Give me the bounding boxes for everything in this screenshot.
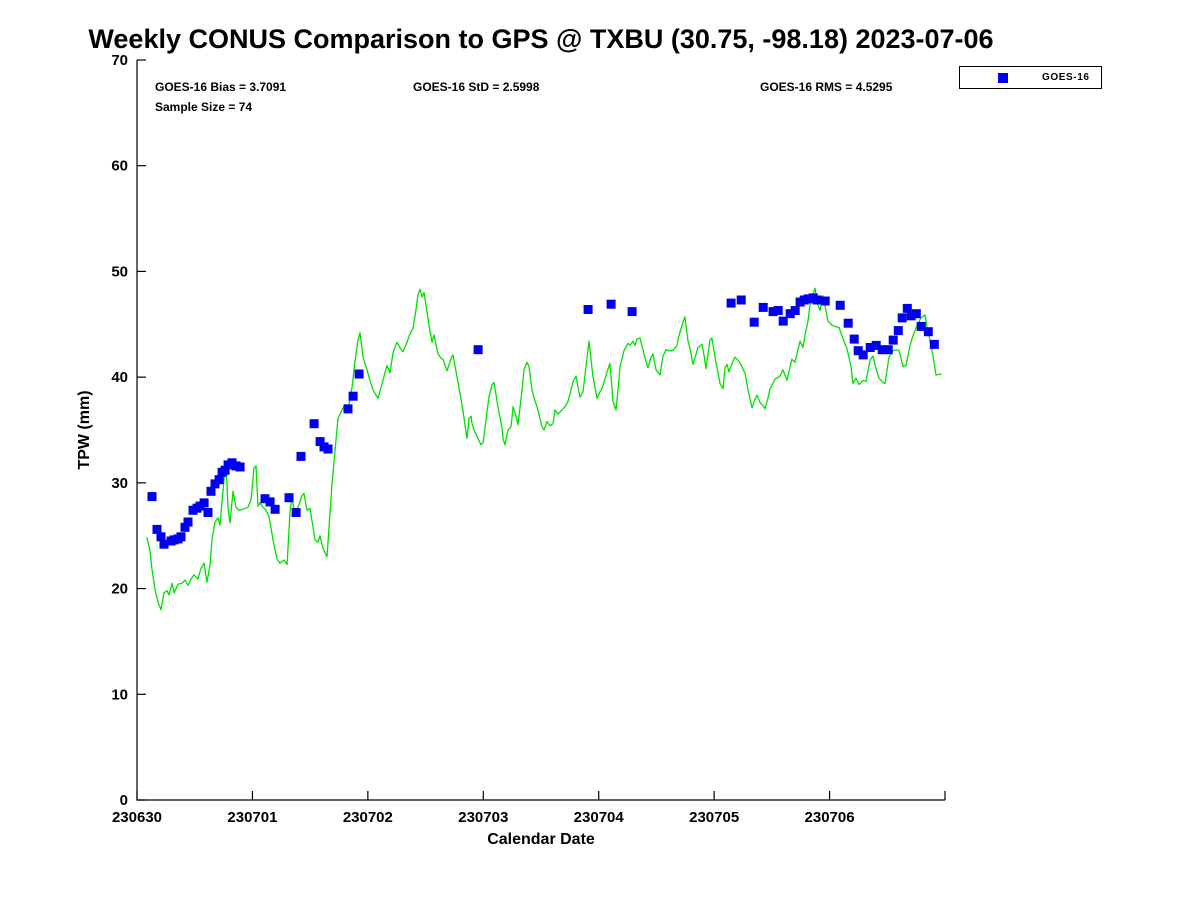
x-axis-label: Calendar Date (487, 831, 595, 848)
goes16-marker (865, 343, 875, 352)
goes16-marker (296, 451, 306, 461)
goes16-marker (843, 318, 853, 328)
goes16-marker (916, 321, 926, 331)
goes16-marker (203, 508, 213, 517)
x-tick-label: 230702 (343, 809, 393, 826)
goes16-marker (778, 316, 788, 326)
legend-square-marker-icon (998, 73, 1008, 83)
x-tick-label: 230630 (112, 809, 162, 826)
goes16-marker (790, 306, 800, 315)
goes16-marker (235, 462, 245, 472)
goes16-marker (726, 298, 736, 308)
goes16-marker (323, 444, 333, 454)
x-tick-label: 230706 (805, 809, 855, 826)
chart-title: Weekly CONUS Comparison to GPS @ TXBU (3… (88, 24, 994, 54)
goes16-marker (270, 504, 280, 514)
goes16-marker (768, 307, 778, 317)
goes16-marker (911, 309, 921, 319)
x-tick-label: 230705 (689, 809, 739, 826)
x-tick-label: 230701 (227, 809, 277, 826)
goes16-marker (835, 300, 845, 310)
goes16-marker (206, 486, 216, 496)
y-tick-label: 70 (111, 52, 128, 69)
goes16-marker (877, 345, 887, 355)
goes16-marker (348, 391, 358, 401)
goes16-marker (343, 404, 353, 414)
goes16-marker (758, 302, 768, 312)
goes16-marker (803, 294, 813, 304)
goes16-marker (888, 335, 898, 345)
goes16-marker (906, 311, 916, 321)
goes16-marker (309, 419, 319, 429)
gps-tpw-line (146, 287, 942, 611)
goes16-marker (473, 345, 483, 355)
goes16-marker (883, 345, 893, 355)
legend: GOES-16 (959, 66, 1102, 89)
goes16-marker (260, 494, 270, 504)
legend-label: GOES-16 (1042, 72, 1090, 83)
y-tick-label: 40 (111, 369, 128, 386)
goes16-marker (159, 539, 169, 549)
goes16-marker (773, 306, 783, 315)
y-tick-label: 0 (120, 792, 128, 809)
goes16-marker (929, 339, 939, 349)
goes16-marker (871, 340, 881, 350)
y-tick-label: 30 (111, 475, 128, 492)
goes16-marker (897, 313, 907, 323)
goes16-marker (152, 524, 162, 534)
goes16-marker (315, 437, 325, 447)
goes16-marker (180, 522, 190, 532)
goes16-marker (214, 475, 224, 485)
goes16-marker (606, 299, 616, 309)
goes16-marker (156, 532, 166, 542)
stat-sample-size: Sample Size = 74 (155, 100, 253, 114)
axes-frame (136, 60, 945, 801)
x-tick-label: 230703 (458, 809, 508, 826)
goes16-marker (183, 517, 193, 527)
goes16-marker (858, 350, 868, 360)
goes16-marker (749, 317, 759, 327)
stat-bias: GOES-16 Bias = 3.7091 (155, 80, 287, 94)
goes16-marker (736, 295, 746, 305)
goes16-marker (354, 369, 364, 379)
goes16-marker (893, 326, 903, 336)
y-tick-label: 20 (111, 581, 128, 598)
goes16-marker (583, 305, 593, 314)
x-tick-label: 230704 (574, 809, 625, 826)
goes16-marker (147, 492, 157, 502)
y-tick-label: 10 (111, 686, 128, 703)
goes16-marker (265, 497, 275, 507)
y-tick-label: 60 (111, 158, 128, 175)
y-tick-label: 50 (111, 263, 128, 280)
goes16-marker (284, 493, 294, 503)
goes16-marker (176, 532, 186, 542)
goes16-marker (820, 296, 830, 306)
goes16-marker (785, 309, 795, 319)
goes16-marker (627, 307, 637, 317)
goes16-marker (220, 465, 230, 475)
goes16-marker (853, 346, 863, 356)
goes16-marker (199, 498, 209, 508)
goes16-marker (291, 508, 301, 517)
goes16-marker (849, 334, 859, 344)
stat-std: GOES-16 StD = 2.5998 (413, 80, 540, 94)
stat-rms: GOES-16 RMS = 4.5295 (760, 80, 893, 94)
goes16-marker (923, 327, 933, 337)
goes16-marker (812, 295, 822, 305)
goes16-marker (902, 303, 912, 313)
